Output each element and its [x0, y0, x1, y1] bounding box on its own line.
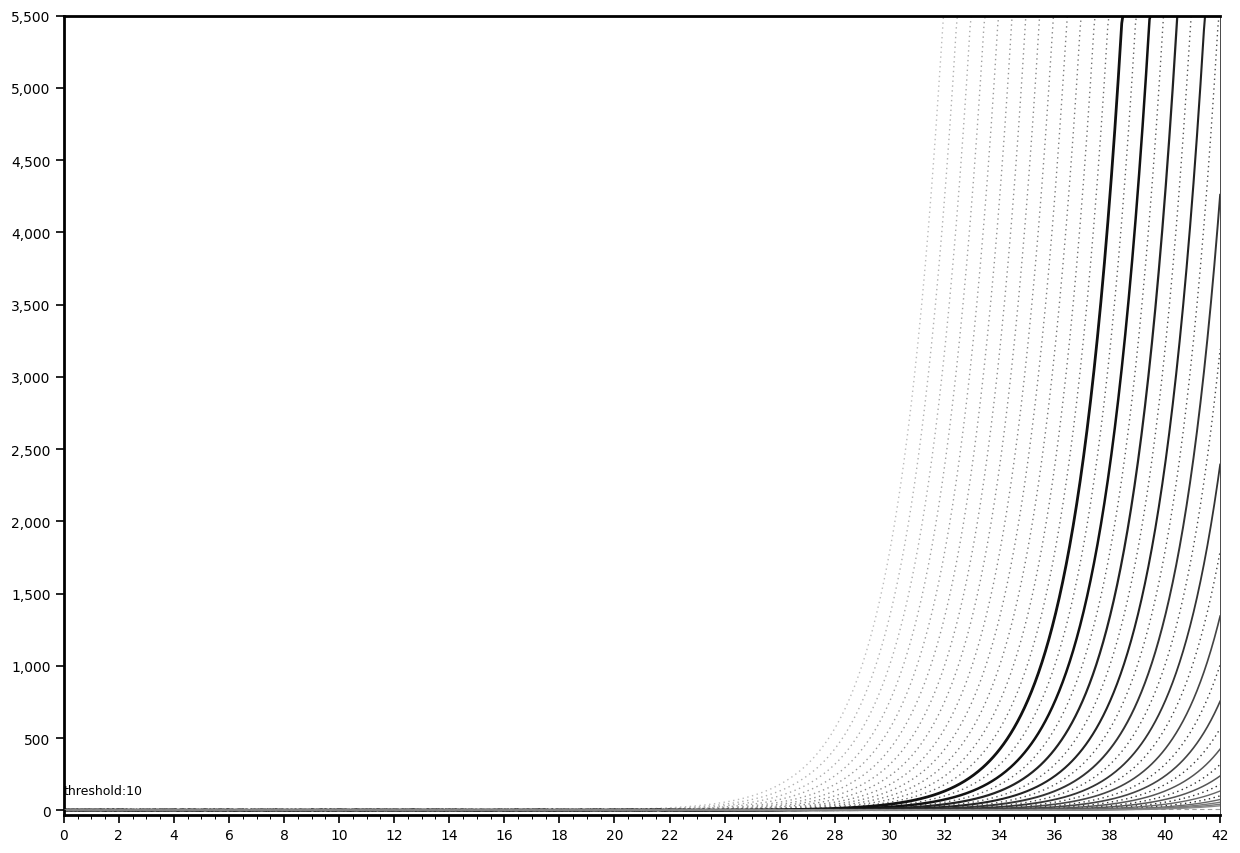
Text: threshold:10: threshold:10 — [64, 785, 143, 798]
